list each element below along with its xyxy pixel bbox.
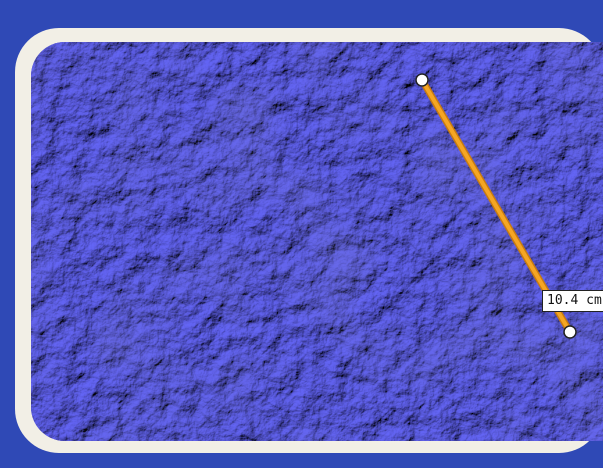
measurement-label: 10.4 cm <box>542 290 603 312</box>
viewer-frame: 10.4 cm <box>15 28 603 453</box>
end-handle-icon[interactable] <box>563 325 577 339</box>
terrain-surface[interactable] <box>31 42 603 441</box>
terrain-viewport[interactable]: 10.4 cm <box>31 42 603 441</box>
start-handle-icon[interactable] <box>415 73 429 87</box>
